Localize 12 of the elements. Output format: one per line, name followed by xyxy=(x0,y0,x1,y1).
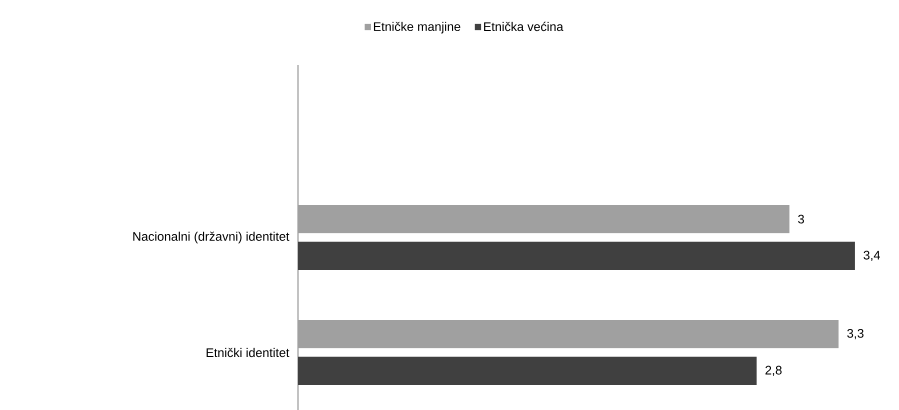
y-tick-label: Nacionalni (državni) identitet xyxy=(133,231,290,244)
bar xyxy=(298,320,839,348)
bar xyxy=(298,356,757,385)
data-label: 3,3 xyxy=(847,328,864,340)
bar xyxy=(298,242,855,270)
bar xyxy=(298,204,790,233)
y-tick-label: Etnički identitet xyxy=(206,348,290,357)
legend-label: Etnička većina xyxy=(484,22,564,31)
data-label: 3 xyxy=(798,214,804,224)
legend-label: Etničke manjine xyxy=(374,22,460,34)
data-label: 3,4 xyxy=(864,250,880,261)
data-label: 2,8 xyxy=(765,366,782,376)
